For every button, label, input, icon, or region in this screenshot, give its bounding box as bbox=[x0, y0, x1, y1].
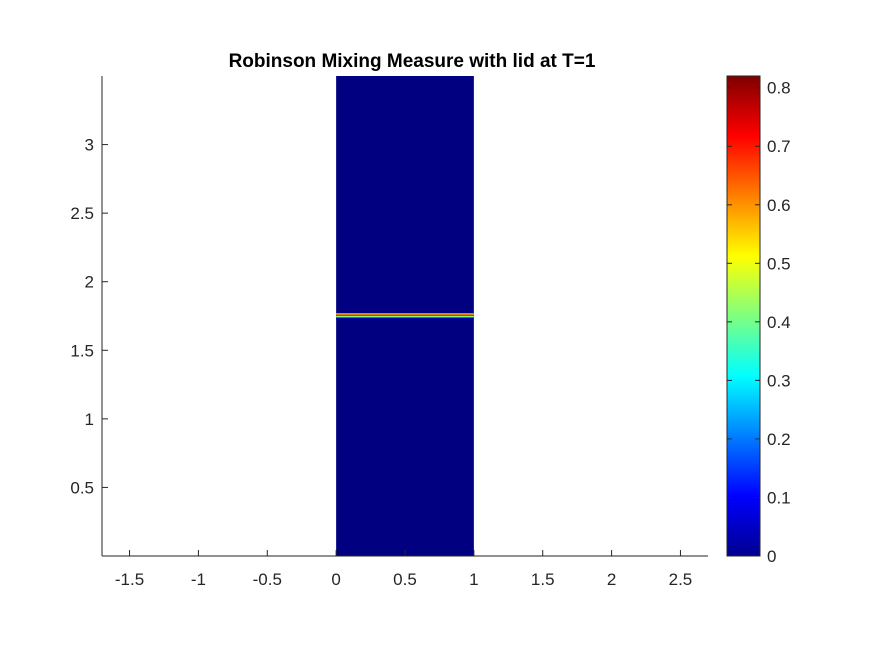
colorbar-tick-label: 0.5 bbox=[767, 254, 791, 273]
x-tick-label: 0 bbox=[331, 570, 340, 589]
x-tick-label: 2.5 bbox=[669, 570, 693, 589]
x-axis: -1.5 -1 -0.5 0 0.5 1 1.5 2 2.5 bbox=[102, 550, 708, 589]
x-tick-label: -0.5 bbox=[253, 570, 282, 589]
colorbar-tick-label: 0.4 bbox=[767, 313, 791, 332]
colorbar-tick-label: 0.7 bbox=[767, 137, 791, 156]
y-axis: 0.5 1 1.5 2 2.5 3 bbox=[70, 76, 108, 556]
heatmap-band-cell bbox=[336, 313, 474, 315]
heatmap-band-cell bbox=[336, 317, 474, 319]
chart-title: Robinson Mixing Measure with lid at T=1 bbox=[229, 51, 596, 72]
x-tick-label: -1 bbox=[191, 570, 206, 589]
heatmap-band-cell bbox=[336, 316, 474, 317]
y-tick-label: 2 bbox=[85, 273, 94, 292]
heatmap-band-cell bbox=[336, 316, 474, 318]
x-tick-label: 1.5 bbox=[531, 570, 555, 589]
colorbar-tick-label: 0.3 bbox=[767, 371, 791, 390]
colorbar-tick-label: 0.1 bbox=[767, 488, 791, 507]
x-tick-label: 1 bbox=[469, 570, 478, 589]
colorbar-gradient bbox=[726, 75, 761, 557]
colorbar: 0 0.1 0.2 0.3 0.4 0.5 0.6 0.7 0.8 bbox=[726, 75, 791, 566]
colorbar-tick-label: 0.8 bbox=[767, 79, 791, 98]
colorbar-tick-label: 0.6 bbox=[767, 196, 791, 215]
heatmap-band-cell bbox=[336, 313, 474, 315]
y-tick-label: 1.5 bbox=[70, 341, 94, 360]
x-tick-label: -1.5 bbox=[115, 570, 144, 589]
plot-area bbox=[336, 76, 474, 556]
heatmap-band-cell bbox=[336, 318, 474, 320]
colorbar-tick-label: 0.2 bbox=[767, 430, 791, 449]
colorbar-ticks: 0 0.1 0.2 0.3 0.4 0.5 0.6 0.7 0.8 bbox=[727, 79, 791, 566]
x-tick-label: 0.5 bbox=[393, 570, 417, 589]
colorbar-tick-label: 0 bbox=[767, 547, 776, 566]
heatmap-band-cell bbox=[336, 314, 474, 316]
x-tick-label: 2 bbox=[607, 570, 616, 589]
y-tick-label: 1 bbox=[85, 410, 94, 429]
y-tick-label: 2.5 bbox=[70, 204, 94, 223]
heatmap-band-cell bbox=[336, 315, 474, 317]
y-tick-label: 3 bbox=[85, 136, 94, 155]
y-tick-label: 0.5 bbox=[70, 478, 94, 497]
